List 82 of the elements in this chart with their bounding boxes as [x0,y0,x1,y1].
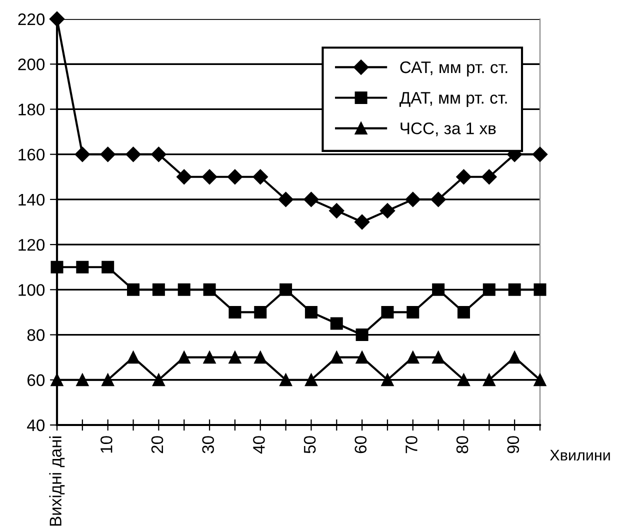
point [406,351,420,364]
y-tick-label: 100 [18,284,45,296]
point [432,351,445,364]
x-tick-label: 50 [304,436,316,454]
point [304,192,319,208]
x-tick-label: 90 [507,436,520,454]
y-tick-label: 220 [18,13,45,26]
point [203,351,216,364]
point [100,146,116,162]
point [508,283,521,296]
point [482,374,496,386]
point [278,192,294,208]
point [127,283,140,296]
point [152,374,165,386]
point [354,214,370,230]
legend-label: ЧСС, за 1 хв [400,122,496,136]
point [534,374,546,386]
point [534,283,546,296]
point [532,146,548,162]
point [127,351,140,364]
point [508,351,521,364]
legend-label: ДАТ, мм рт. ст. [400,92,507,108]
point [152,283,165,296]
point [304,374,318,386]
point [74,146,90,162]
point [49,11,65,27]
point [178,351,190,364]
point [151,146,166,162]
point [228,351,242,364]
point [381,374,394,386]
point [330,317,343,330]
point [102,260,114,274]
y-tick-label: 180 [18,104,45,116]
point [254,351,267,364]
x-tick-label: 10 [100,436,112,453]
point [126,146,141,162]
point [202,169,218,184]
x-tick-label: Вихідні дані [49,436,65,526]
y-tick-label: 80 [27,329,45,341]
point [280,283,292,296]
y-tick-label: 160 [18,148,45,161]
point [76,374,89,386]
y-tick-label: 120 [18,238,45,251]
point [76,260,89,274]
point [381,306,394,318]
point [456,169,472,184]
y-tick-label: 140 [18,194,45,206]
point [432,283,445,296]
point [406,306,420,318]
y-tick-label: 40 [27,419,45,432]
y-tick-label: 200 [18,58,45,70]
x-tick-label: 20 [151,436,164,454]
point [203,283,216,296]
x-tick-label: 70 [406,436,418,454]
point [178,283,190,296]
point [329,203,344,218]
point [228,306,242,318]
point [176,169,192,184]
point [457,306,470,318]
point [50,260,64,274]
x-tick-label: 30 [202,436,214,454]
x-tick-label: 40 [253,436,265,454]
point [280,374,292,386]
y-tick-label: 60 [28,374,45,386]
point [430,192,446,208]
legend-label: САТ, мм рт. ст. [400,61,508,77]
point [356,351,368,364]
x-tick-label: 80 [456,436,468,454]
point [380,203,396,218]
point [102,374,114,386]
x-axis-title: Хвилини [550,450,610,461]
point [330,351,343,364]
x-tick-label: 60 [354,436,367,454]
point [252,169,268,184]
point [482,283,496,296]
point [457,374,470,386]
point [405,192,420,208]
point [227,169,243,184]
point [482,169,497,184]
point [356,328,368,342]
point [254,306,267,318]
point [304,306,318,318]
